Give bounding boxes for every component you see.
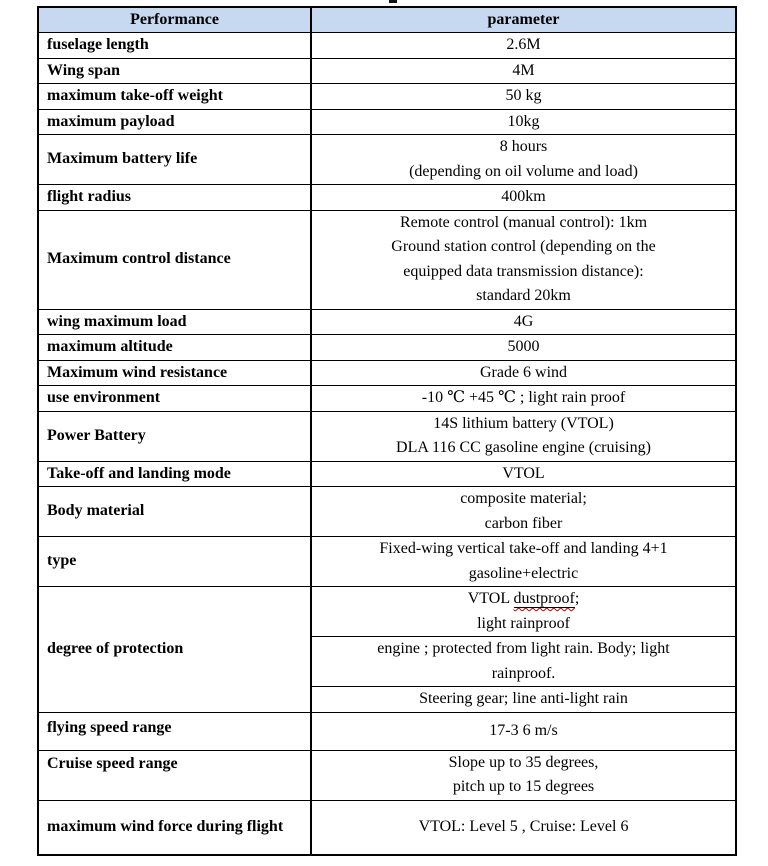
value-line: Slope up to 35 degrees, bbox=[448, 753, 599, 771]
row-label: Maximum battery life bbox=[39, 135, 312, 184]
row-value: Remote control (manual control): 1km Grou… bbox=[312, 211, 735, 309]
sub-row: Steering gear; line anti-light rain bbox=[312, 687, 735, 712]
row-label: degree of protection bbox=[39, 587, 312, 712]
row-label: Body material bbox=[39, 487, 312, 536]
row-value: VTOL bbox=[312, 462, 735, 487]
value-line: gasoline+electric bbox=[468, 564, 579, 582]
row-value: 17-3 6 m/s bbox=[312, 713, 735, 750]
row-label: use environment bbox=[39, 386, 312, 411]
value-line: equipped data transmission distance): bbox=[403, 262, 644, 280]
row-label: fuselage length bbox=[39, 33, 312, 58]
table-row: Power Battery 14S lithium battery (VTOL) D… bbox=[39, 411, 735, 462]
value-line: Ground station control (depending on the bbox=[391, 238, 656, 255]
value-line: 2.6M bbox=[506, 36, 541, 53]
table-row: maximum take-off weight 50 kg bbox=[39, 84, 735, 110]
row-value: Grade 6 wind bbox=[312, 361, 735, 386]
value-line: carbon fiber bbox=[484, 514, 563, 532]
row-value: 8 hours (depending on oil volume and load… bbox=[312, 135, 735, 184]
row-label: flight radius bbox=[39, 185, 312, 210]
value-line: (depending on oil volume and load) bbox=[409, 162, 638, 180]
value-line: pitch up to 15 degrees bbox=[452, 778, 595, 795]
row-label: maximum altitude bbox=[39, 335, 312, 360]
row-label: Take-off and landing mode bbox=[39, 461, 312, 486]
table-row: maximum altitude 5000 bbox=[39, 335, 735, 361]
sub-row: engine ; protected from light rain. Body… bbox=[312, 637, 735, 687]
value-line: 400km bbox=[501, 188, 546, 205]
row-label: maximum wind force during flight bbox=[39, 800, 312, 854]
row-label: Maximum control distance bbox=[39, 210, 312, 309]
row-value: 14S lithium battery (VTOL) DLA 116 CC gas… bbox=[312, 412, 735, 461]
value-line: VTOL dustproof; bbox=[467, 590, 580, 608]
value-line: 50 kg bbox=[505, 87, 542, 104]
table-row: fuselage length 2.6M bbox=[39, 33, 735, 59]
row-label: type bbox=[39, 537, 312, 586]
header-cell-performance: Performance bbox=[39, 8, 312, 32]
row-value: 4G bbox=[312, 310, 735, 335]
table-row: type Fixed-wing vertical take-off and lan… bbox=[39, 537, 735, 587]
header-cell-parameter: parameter bbox=[487, 10, 560, 28]
value-line: composite material; bbox=[460, 490, 587, 507]
value-line: VTOL bbox=[502, 464, 545, 482]
value-line: 4M bbox=[512, 61, 535, 79]
row-label: maximum payload bbox=[39, 109, 312, 134]
row-value: Fixed-wing vertical take-off and landing… bbox=[312, 537, 735, 586]
table-row: maximum wind force during flight VTOL: Le… bbox=[39, 800, 735, 854]
table-body: fuselage length 2.6M Wing span 4M maximum ta… bbox=[39, 33, 735, 854]
value-line: light rainproof bbox=[477, 614, 570, 632]
row-label: wing maximum load bbox=[39, 309, 312, 334]
table-row: Cruise speed range Slope up to 35 degrees… bbox=[39, 750, 735, 801]
table-row: Body material composite material; carbon f… bbox=[39, 487, 735, 537]
row-value: 50 kg bbox=[312, 84, 735, 109]
row-value-subrows: VTOL dustproof; light rainproof engine ; p… bbox=[312, 587, 735, 712]
value-line: standard 20km bbox=[476, 287, 571, 304]
row-value: composite material; carbon fiber bbox=[312, 487, 735, 536]
value-line: Grade 6 wind bbox=[479, 363, 568, 381]
value-line: rainproof. bbox=[491, 664, 556, 682]
row-label: maximum take-off weight bbox=[39, 84, 312, 109]
value-line: -10 ℃ +45 ℃ ; light rain proof bbox=[421, 389, 626, 406]
value-line: 10kg bbox=[507, 112, 540, 130]
row-value: 10kg bbox=[312, 110, 735, 135]
value-line: 8 hours bbox=[499, 138, 548, 155]
row-value: 5000 bbox=[312, 335, 735, 360]
value-line: 17-3 6 m/s bbox=[489, 721, 558, 739]
table-header-row: Performance parameter bbox=[39, 8, 735, 33]
value-line: Remote control (manual control): 1km bbox=[399, 213, 648, 231]
value-line: Fixed-wing vertical take-off and landing… bbox=[379, 540, 668, 557]
table-row: use environment -10 ℃ +45 ℃ ; light rain … bbox=[39, 386, 735, 412]
row-label: Wing span bbox=[39, 58, 312, 83]
performance-spec-table: Performance parameter fuselage length 2.6… bbox=[37, 6, 737, 856]
value-line: VTOL: Level 5 , Cruise: Level 6 bbox=[418, 817, 629, 835]
table-row: flight radius 400km bbox=[39, 185, 735, 211]
table-row: flying speed range 17-3 6 m/s bbox=[39, 712, 735, 751]
table-row: Maximum battery life 8 hours (depending on… bbox=[39, 135, 735, 185]
row-value: 4M bbox=[312, 59, 735, 84]
row-value: 400km bbox=[312, 185, 735, 210]
table-row: Wing span 4M bbox=[39, 58, 735, 84]
table-row: Take-off and landing mode VTOL bbox=[39, 461, 735, 487]
table-row: degree of protection VTOL dustproof; light… bbox=[39, 587, 735, 713]
sub-row: VTOL dustproof; light rainproof bbox=[312, 587, 735, 637]
table-row: Maximum wind resistance Grade 6 wind bbox=[39, 360, 735, 386]
cropped-title-fragment bbox=[389, 0, 397, 3]
table-row: maximum payload 10kg bbox=[39, 109, 735, 135]
value-line: Steering gear; line anti-light rain bbox=[419, 690, 628, 707]
row-value: -10 ℃ +45 ℃ ; light rain proof bbox=[312, 386, 735, 411]
value-line: 14S lithium battery (VTOL) bbox=[433, 414, 614, 432]
value-line: DLA 116 CC gasoline engine (cruising) bbox=[396, 439, 651, 456]
value-line: 4G bbox=[513, 312, 534, 330]
row-label: flying speed range bbox=[39, 712, 312, 750]
row-value: 2.6M bbox=[312, 33, 735, 58]
table-row: wing maximum load 4G bbox=[39, 309, 735, 335]
row-label: Maximum wind resistance bbox=[39, 360, 312, 385]
value-line: engine ; protected from light rain. Body… bbox=[377, 640, 670, 657]
value-line: 5000 bbox=[507, 338, 540, 355]
row-label: Cruise speed range bbox=[39, 750, 312, 800]
row-label: Power Battery bbox=[39, 411, 312, 461]
row-value: VTOL: Level 5 , Cruise: Level 6 bbox=[312, 801, 735, 854]
table-row: Maximum control distance Remote control (… bbox=[39, 210, 735, 310]
spellcheck-underlined-word: dustproof bbox=[513, 590, 575, 608]
row-value: Slope up to 35 degrees, pitch up to 15 de… bbox=[312, 751, 735, 800]
